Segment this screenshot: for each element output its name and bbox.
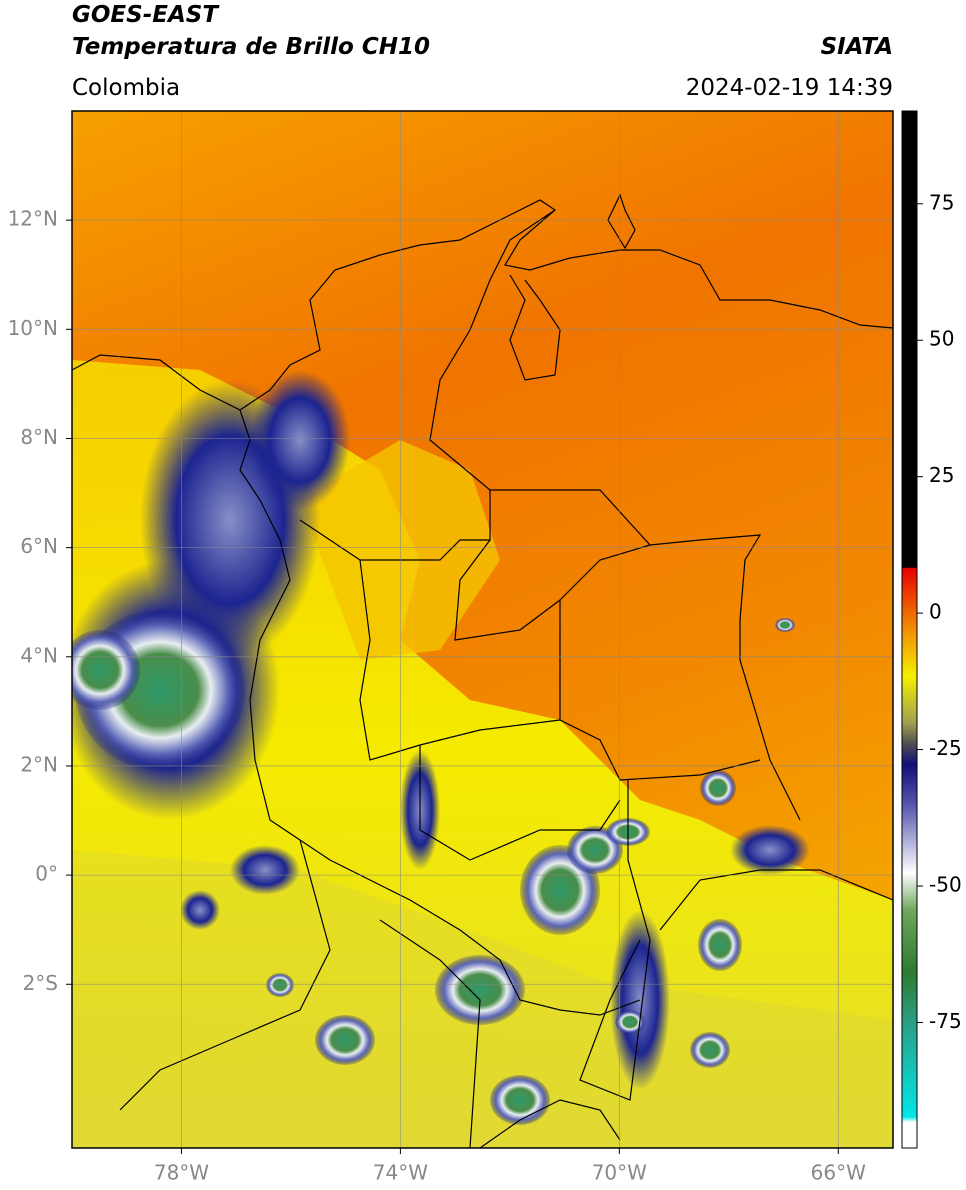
datetime: 2024-02-19 14:39 [686, 75, 893, 101]
y-tick-label: 12°N [8, 207, 58, 231]
colorbar-tick-label: 25 [929, 463, 954, 487]
y-tick-label: 2°S [23, 971, 58, 995]
x-tick-label: 74°W [373, 1161, 428, 1185]
y-tick-label: 0° [35, 862, 58, 886]
colorbar-tick-label: -25 [929, 736, 962, 760]
colorbar-tick-label: 75 [929, 190, 954, 214]
colorbar-tick-label: 50 [929, 327, 954, 351]
satellite-image [72, 111, 893, 1148]
y-tick-label: 4°N [20, 643, 58, 667]
x-tick-label: 70°W [592, 1161, 647, 1185]
grid [72, 111, 893, 1148]
map-frame [71, 110, 894, 1149]
y-tick-label: 6°N [20, 534, 58, 558]
colorbar [901, 110, 918, 1149]
source: SIATA [821, 34, 893, 60]
colorbar-tick-label: -50 [929, 873, 962, 897]
colorbar-tick-label: -75 [929, 1009, 962, 1033]
colorbar-tick-label: 0 [929, 600, 942, 624]
x-tick-label: 66°W [811, 1161, 866, 1185]
title: GOES-EAST [72, 2, 220, 28]
subtitle: Temperatura de Brillo CH10 [72, 34, 430, 60]
y-tick-label: 8°N [20, 425, 58, 449]
x-tick-label: 78°W [154, 1161, 209, 1185]
y-tick-label: 10°N [8, 316, 58, 340]
region: Colombia [72, 75, 180, 101]
y-tick-label: 2°N [20, 752, 58, 776]
